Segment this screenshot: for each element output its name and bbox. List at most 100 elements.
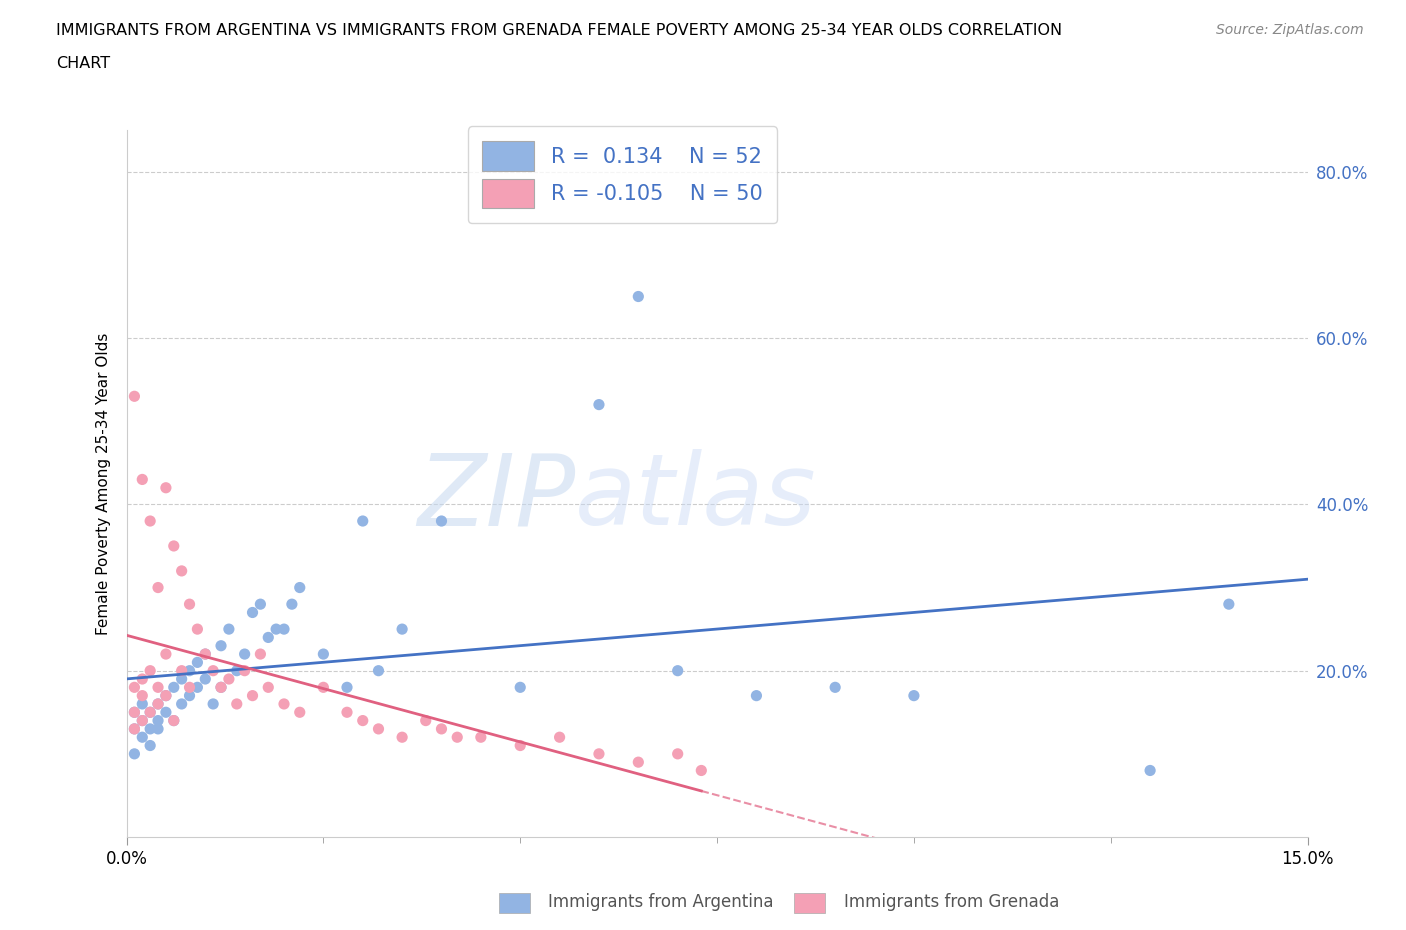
Text: Immigrants from Grenada: Immigrants from Grenada (844, 893, 1059, 911)
Point (124, 722, 146, 737)
Point (124, 705, 146, 720)
Point (666, 747, 689, 762)
Point (155, 646, 177, 661)
Point (179, 680, 201, 695)
Point (179, 688, 201, 703)
Point (264, 621, 287, 636)
Point (170, 697, 193, 711)
Point (824, 680, 846, 695)
Point (186, 621, 208, 636)
Point (139, 722, 162, 737)
Point (131, 697, 153, 711)
Point (288, 705, 311, 720)
Point (367, 663, 389, 678)
Point (194, 646, 217, 661)
Point (242, 605, 264, 620)
Point (218, 621, 240, 636)
Point (233, 663, 256, 678)
Point (124, 389, 146, 404)
Point (163, 680, 186, 695)
Point (146, 697, 169, 711)
Point (273, 697, 295, 711)
Point (155, 688, 177, 703)
Point (139, 663, 162, 678)
Text: IMMIGRANTS FROM ARGENTINA VS IMMIGRANTS FROM GRENADA FEMALE POVERTY AMONG 25-34 : IMMIGRANTS FROM ARGENTINA VS IMMIGRANTS … (56, 23, 1063, 38)
Point (242, 688, 264, 703)
Point (233, 646, 256, 661)
Point (588, 397, 610, 412)
Legend: R =  0.134    N = 52, R = -0.105    N = 50: R = 0.134 N = 52, R = -0.105 N = 50 (468, 126, 778, 223)
Point (745, 688, 768, 703)
Point (163, 713, 186, 728)
Point (194, 646, 217, 661)
Point (690, 763, 713, 777)
Point (163, 713, 186, 728)
Point (1139, 763, 1161, 777)
Point (903, 688, 925, 703)
Point (627, 289, 650, 304)
Point (139, 513, 162, 528)
Point (124, 705, 146, 720)
Point (509, 680, 531, 695)
Point (131, 671, 153, 686)
Point (146, 713, 169, 728)
Point (146, 697, 169, 711)
Point (336, 680, 359, 695)
Point (124, 747, 146, 762)
Point (131, 713, 153, 728)
Point (139, 705, 162, 720)
Point (470, 730, 492, 745)
Point (155, 688, 177, 703)
Point (391, 621, 413, 636)
Point (146, 680, 169, 695)
Point (288, 580, 311, 595)
Point (281, 597, 304, 612)
Point (249, 597, 271, 612)
Point (509, 738, 531, 753)
Point (202, 663, 225, 678)
Text: Immigrants from Argentina: Immigrants from Argentina (548, 893, 773, 911)
Point (179, 663, 201, 678)
Point (548, 730, 571, 745)
Y-axis label: Female Poverty Among 25-34 Year Olds: Female Poverty Among 25-34 Year Olds (96, 332, 111, 635)
Point (186, 655, 208, 670)
Point (430, 513, 453, 528)
Point (179, 597, 201, 612)
Point (209, 680, 232, 695)
Point (209, 638, 232, 653)
Point (139, 705, 162, 720)
Point (194, 671, 217, 686)
Point (446, 730, 468, 745)
Point (170, 564, 193, 578)
Text: ZIP: ZIP (418, 449, 575, 546)
Point (170, 671, 193, 686)
Point (163, 538, 186, 553)
Text: Source: ZipAtlas.com: Source: ZipAtlas.com (1216, 23, 1364, 37)
Point (155, 705, 177, 720)
Text: atlas: atlas (575, 449, 817, 546)
Point (124, 680, 146, 695)
Point (225, 697, 247, 711)
Point (155, 480, 177, 495)
Point (131, 713, 153, 728)
Point (186, 680, 208, 695)
Point (666, 663, 689, 678)
Point (312, 646, 335, 661)
Point (170, 663, 193, 678)
Point (273, 621, 295, 636)
Point (131, 730, 153, 745)
Point (430, 722, 453, 737)
Point (218, 671, 240, 686)
Point (257, 680, 280, 695)
Point (336, 705, 359, 720)
Point (415, 713, 437, 728)
Point (391, 730, 413, 745)
Point (312, 680, 335, 695)
Point (588, 747, 610, 762)
Point (139, 738, 162, 753)
Point (367, 722, 389, 737)
Point (1218, 597, 1240, 612)
Point (225, 663, 247, 678)
Point (146, 722, 169, 737)
Point (627, 755, 650, 770)
